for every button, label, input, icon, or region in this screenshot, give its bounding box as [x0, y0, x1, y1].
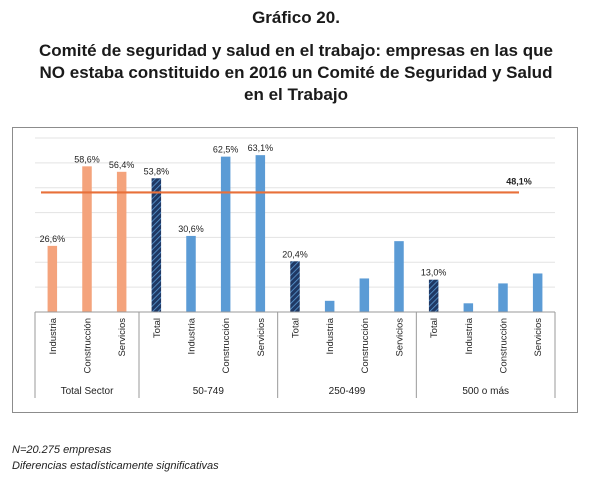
category-axis: Industria Construcción Servicios Total Sect…	[34, 311, 556, 398]
bar	[116, 171, 127, 312]
category-tick-label: Servicios	[395, 318, 406, 357]
category-tick-label: Construcción	[360, 318, 371, 373]
category-tick-label: Industria	[48, 317, 59, 354]
category-tick-label: Total	[291, 318, 302, 338]
bar	[324, 300, 335, 312]
figure-number: Gráfico 20.	[252, 8, 340, 27]
sample-size-note: N=20.275 empresas	[12, 444, 112, 456]
bar	[359, 278, 370, 312]
bar	[151, 178, 162, 312]
bar	[532, 273, 543, 312]
category-tick-label: Industria	[187, 317, 198, 354]
data-label: 63,1%	[248, 143, 274, 153]
data-label: 62,5%	[213, 145, 239, 155]
group-label: 250-499	[329, 386, 366, 397]
significance-note: Diferencias estadísticamente significati…	[12, 460, 219, 472]
chart-frame: 48,1% 26,6% 58,6% 56,4% 53,8% 30,6% 62,5% 63,1…	[12, 127, 578, 413]
data-label: 13,0%	[421, 268, 447, 278]
bar	[47, 245, 58, 312]
data-labels: 26,6% 58,6% 56,4% 53,8% 30,6% 62,5% 63,1% 20,4%…	[40, 143, 447, 278]
category-tick-label: Servicios	[117, 318, 128, 357]
data-label: 26,6%	[40, 234, 66, 244]
bars	[47, 155, 543, 312]
bar	[255, 155, 266, 312]
bar	[82, 166, 92, 312]
bar	[220, 156, 231, 312]
bar	[186, 235, 196, 312]
category-tick-label: Construcción	[499, 318, 510, 373]
category-tick-label: Servicios	[533, 318, 544, 357]
data-label: 56,4%	[109, 160, 135, 170]
chart-notes: N=20.275 empresas Diferencias estadístic…	[12, 442, 219, 474]
group-label: Total Sector	[61, 386, 114, 397]
reference-line-label: 48,1%	[506, 176, 532, 186]
chart-title-line-1: Comité de seguridad y salud en el trabaj…	[39, 41, 553, 60]
category-tick-label: Construcción	[221, 318, 232, 373]
bar	[498, 283, 508, 312]
data-label: 20,4%	[282, 249, 308, 259]
category-tick-label: Construcción	[83, 318, 94, 373]
category-tick-label: Total	[429, 318, 440, 338]
chart-title: Comité de seguridad y salud en el trabaj…	[0, 40, 592, 106]
bar	[428, 279, 439, 312]
bar	[394, 241, 404, 312]
data-label: 30,6%	[178, 224, 204, 234]
bar	[290, 261, 300, 312]
data-label: 58,6%	[74, 154, 100, 164]
category-tick-label: Industria	[325, 317, 336, 354]
chart-title-line-2: NO estaba constituido en 2016 un Comité …	[39, 63, 553, 82]
group-label: 500 o más	[462, 386, 509, 397]
bar-chart: 48,1% 26,6% 58,6% 56,4% 53,8% 30,6% 62,5% 63,1…	[34, 137, 556, 398]
group-label: 50-749	[193, 386, 225, 397]
bar	[463, 303, 474, 312]
category-tick-label: Servicios	[256, 318, 267, 357]
reference-line-group: 48,1%	[41, 176, 532, 194]
chart-title-line-3: en el Trabajo	[244, 85, 348, 104]
category-tick-label: Total	[152, 318, 163, 338]
category-tick-label: Industria	[464, 317, 475, 354]
data-label: 53,8%	[144, 166, 170, 176]
